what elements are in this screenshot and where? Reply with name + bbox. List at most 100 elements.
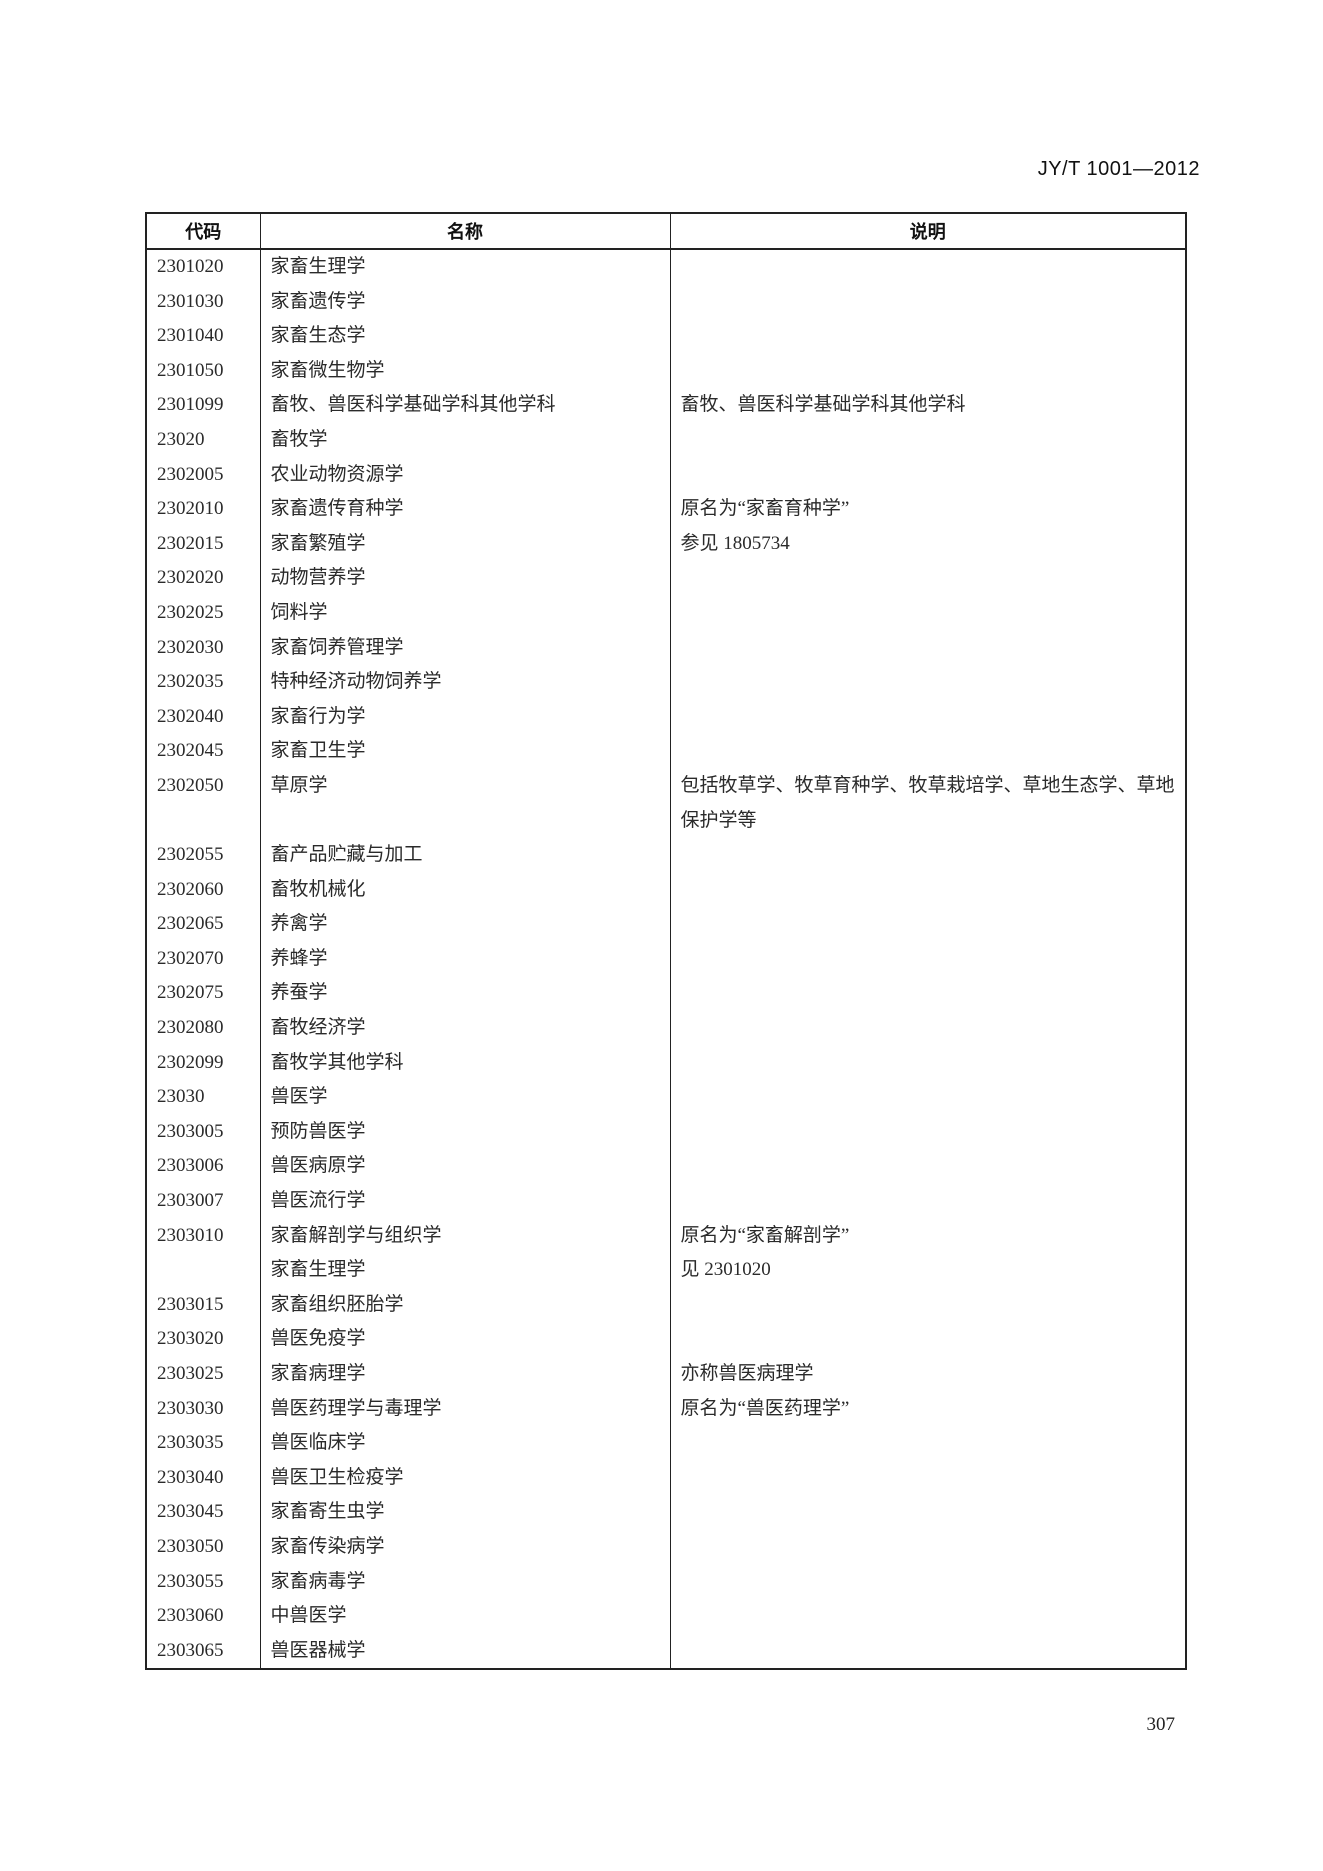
cell-name: 兽医学: [260, 1080, 671, 1115]
table-row: 2302040 家畜行为学: [147, 699, 1185, 735]
cell-code: 2303055: [147, 1564, 261, 1600]
cell-name: 畜牧学: [260, 422, 671, 458]
cell-code: 2302035: [147, 665, 261, 700]
table-row: 2303055 家畜病毒学: [147, 1564, 1185, 1600]
cell-code: 2301040: [147, 319, 261, 354]
cell-note: [670, 631, 1185, 666]
cell-code: 2302025: [147, 595, 261, 631]
cell-code: 2303050: [147, 1529, 261, 1565]
table-row: 2303045 家畜寄生虫学: [147, 1495, 1185, 1530]
page-number: 307: [1146, 1714, 1176, 1735]
cell-name: 畜牧学其他学科: [260, 1045, 671, 1081]
cell-code: 2301099: [147, 388, 261, 423]
cell-note: [670, 249, 1185, 285]
cell-note: [670, 1565, 1185, 1600]
cell-note: [670, 1115, 1185, 1150]
cell-code: 2303040: [147, 1460, 261, 1496]
cell-note: 原名为“家畜解剖学”: [680, 1224, 850, 1246]
cell-name: 家畜饲养管理学: [260, 630, 671, 666]
cell-name: 畜产品贮藏与加工: [260, 838, 671, 873]
table-row: 2302099 畜牧学其他学科: [147, 1045, 1185, 1081]
cell-name: 兽医病原学: [260, 1149, 671, 1185]
table-row: 2303050 家畜传染病学: [147, 1529, 1185, 1565]
cell-note: [670, 1461, 1185, 1496]
cell-note: [670, 700, 1185, 735]
cell-code: 2302040: [147, 699, 261, 735]
cell-name: 家畜病理学: [260, 1357, 671, 1392]
cell-name: 畜牧机械化: [260, 872, 671, 908]
cell-name: 家畜行为学: [260, 699, 671, 735]
cell-note: [670, 976, 1185, 1011]
cell-name: 草原学: [260, 768, 671, 839]
cell-code: 2303025: [147, 1357, 261, 1392]
table-row: 2302025 饲料学: [147, 595, 1185, 631]
cell-note: [670, 942, 1185, 977]
cell-name: 中兽医学: [260, 1599, 671, 1634]
cell-code: 2303030: [147, 1391, 261, 1427]
cell-note: 畜牧、兽医科学基础学科其他学科: [680, 394, 966, 416]
cell-name: 兽医流行学: [260, 1184, 671, 1219]
cell-code: 2302075: [147, 976, 261, 1012]
standard-number: JY/T 1001—2012: [1037, 158, 1200, 180]
cell-code: 23030: [147, 1080, 261, 1115]
table-row: 2302045 家畜卫生学: [147, 734, 1185, 769]
column-header-name: 名称: [260, 214, 671, 250]
cell-note: [670, 458, 1185, 493]
cell-note: 参见 1805734: [680, 532, 790, 554]
cell-code: 2303060: [147, 1599, 261, 1634]
table-row: 2303040 兽医卫生检疫学: [147, 1460, 1185, 1496]
cell-name: 预防兽医学: [260, 1114, 671, 1150]
table-row: 2302005 农业动物资源学: [147, 457, 1185, 493]
cell-name: 家畜繁殖学: [260, 526, 671, 562]
cell-note: [670, 838, 1185, 873]
cell-note: [670, 1495, 1185, 1530]
cell-note: [670, 1149, 1185, 1184]
table-row: 2303060 中兽医学: [147, 1599, 1185, 1634]
cell-name: 家畜微生物学: [260, 353, 671, 389]
table-row: 2302060 畜牧机械化: [147, 872, 1185, 908]
cell-note: [670, 1599, 1185, 1634]
table-row: 2303006 兽医病原学: [147, 1149, 1185, 1185]
cell-note: [670, 1634, 1185, 1669]
cell-code: 2302060: [147, 872, 261, 908]
cell-note: [670, 285, 1185, 320]
column-header-code: 代码: [147, 214, 261, 250]
cell-code: 2302015: [147, 526, 261, 562]
cell-name: 兽医器械学: [260, 1633, 671, 1669]
cell-name: 家畜生理学: [260, 1253, 671, 1288]
cell-name: 家畜组织胚胎学: [260, 1287, 671, 1323]
cell-code: [147, 1253, 261, 1288]
cell-code: 2303010: [147, 1218, 261, 1254]
cell-code: 2301030: [147, 284, 261, 320]
table-row: 23030 兽医学: [147, 1080, 1185, 1115]
cell-note: [670, 1184, 1185, 1219]
table-row: 2302055 畜产品贮藏与加工: [147, 838, 1185, 873]
table-row: 家畜生理学见 2301020: [147, 1253, 1185, 1288]
cell-code: 2303065: [147, 1633, 261, 1669]
discipline-code-table: 代码 名称 说明 2301020 家畜生理学 2301030 家畜遗传学 2301040…: [145, 212, 1187, 1671]
cell-note: [670, 1046, 1185, 1081]
table-row: 2301040 家畜生态学: [147, 319, 1185, 354]
cell-code: 2302099: [147, 1045, 261, 1081]
cell-name: 动物营养学: [260, 561, 671, 596]
cell-code: 2302020: [147, 561, 261, 596]
table-row: 2301050 家畜微生物学: [147, 353, 1185, 389]
cell-name: 养蚕学: [260, 976, 671, 1012]
cell-code: 2303015: [147, 1287, 261, 1323]
cell-code: 2303020: [147, 1322, 261, 1357]
cell-name: 兽医免疫学: [260, 1322, 671, 1357]
cell-note: [670, 1426, 1185, 1461]
table-row: 2303007 兽医流行学: [147, 1184, 1185, 1219]
cell-code: 2303007: [147, 1184, 261, 1219]
table-row: 2303025 家畜病理学 亦称兽医病理学: [147, 1357, 1185, 1392]
table-row: 2302065 养禽学: [147, 907, 1185, 942]
table-row: 2301099 畜牧、兽医科学基础学科其他学科 畜牧、兽医科学基础学科其他学科: [147, 388, 1185, 423]
cell-note: 原名为“兽医药理学”: [680, 1397, 850, 1419]
table-row: 2302050 草原学 包括牧草学、牧草育种学、牧草栽培学、草地生态学、草地保护学等: [147, 768, 1185, 839]
table-row: 2302030 家畜饲养管理学: [147, 630, 1185, 666]
cell-name: 畜牧、兽医科学基础学科其他学科: [260, 388, 671, 423]
cell-note: 包括牧草学、牧草育种学、牧草栽培学、草地生态学、草地保护学等: [680, 774, 1175, 831]
cell-name: 养蜂学: [260, 941, 671, 977]
cell-note: [670, 665, 1185, 700]
cell-code: 2302080: [147, 1011, 261, 1046]
